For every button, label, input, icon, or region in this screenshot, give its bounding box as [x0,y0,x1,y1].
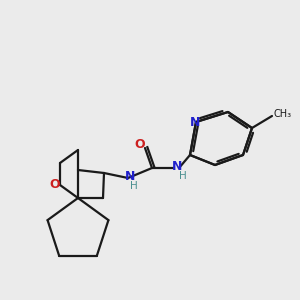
Text: O: O [50,178,60,191]
Text: H: H [130,181,138,191]
Text: CH₃: CH₃ [274,109,292,119]
Text: N: N [190,116,200,128]
Text: N: N [172,160,182,173]
Text: O: O [135,139,145,152]
Text: H: H [179,171,187,181]
Text: N: N [125,169,135,182]
